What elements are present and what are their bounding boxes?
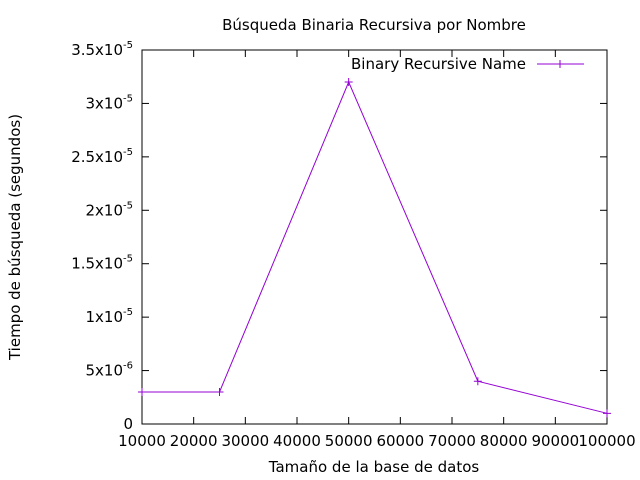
data-point <box>344 78 353 87</box>
series-layer <box>138 78 611 418</box>
x-axis: 10000 20000 30000 40000 50000 60000 70000 80000… <box>118 50 636 450</box>
y-tick-label: 3.5x10-5 <box>71 40 133 59</box>
plot-border <box>141 49 608 425</box>
x-tick-label: 20000 <box>170 432 218 450</box>
y-tick-label: 5x10-6 <box>86 361 134 380</box>
y-axis-label: Tiempo de búsqueda (segundos) <box>6 114 24 361</box>
x-axis-label: Tamaño de la base de datos <box>268 458 480 476</box>
data-point <box>215 387 224 396</box>
y-tick-label: 1x10-5 <box>86 307 134 326</box>
x-tick-label: 80000 <box>480 432 528 450</box>
x-tick-label: 40000 <box>273 432 321 450</box>
legend-label: Binary Recursive Name <box>351 55 526 73</box>
x-tick-label: 10000 <box>118 432 166 450</box>
x-tick-label: 70000 <box>428 432 476 450</box>
series-line <box>142 80 608 414</box>
y-tick-label: 0 <box>123 415 133 433</box>
data-point <box>473 377 482 386</box>
y-axis: 0 5x10-6 1x10-5 1.5x10-5 2x10-5 2.5x10-5 3x10-… <box>71 40 607 433</box>
chart-title: Búsqueda Binaria Recursiva por Nombre <box>222 16 526 34</box>
y-tick-label: 3x10-5 <box>86 93 134 112</box>
x-tick-label: 100000 <box>578 432 635 450</box>
legend-marker <box>556 60 564 68</box>
y-tick-label: 2x10-5 <box>86 200 134 219</box>
x-tick-label: 50000 <box>325 432 373 450</box>
y-tick-label: 1.5x10-5 <box>71 254 133 273</box>
y-tick-label: 2.5x10-5 <box>71 147 133 166</box>
x-tick-label: 30000 <box>221 432 269 450</box>
data-point <box>138 387 146 396</box>
x-tick-label: 90000 <box>531 432 579 450</box>
x-tick-label: 60000 <box>376 432 424 450</box>
plot-frame <box>141 49 608 425</box>
legend: Binary Recursive Name <box>351 55 584 73</box>
data-point <box>603 409 611 418</box>
